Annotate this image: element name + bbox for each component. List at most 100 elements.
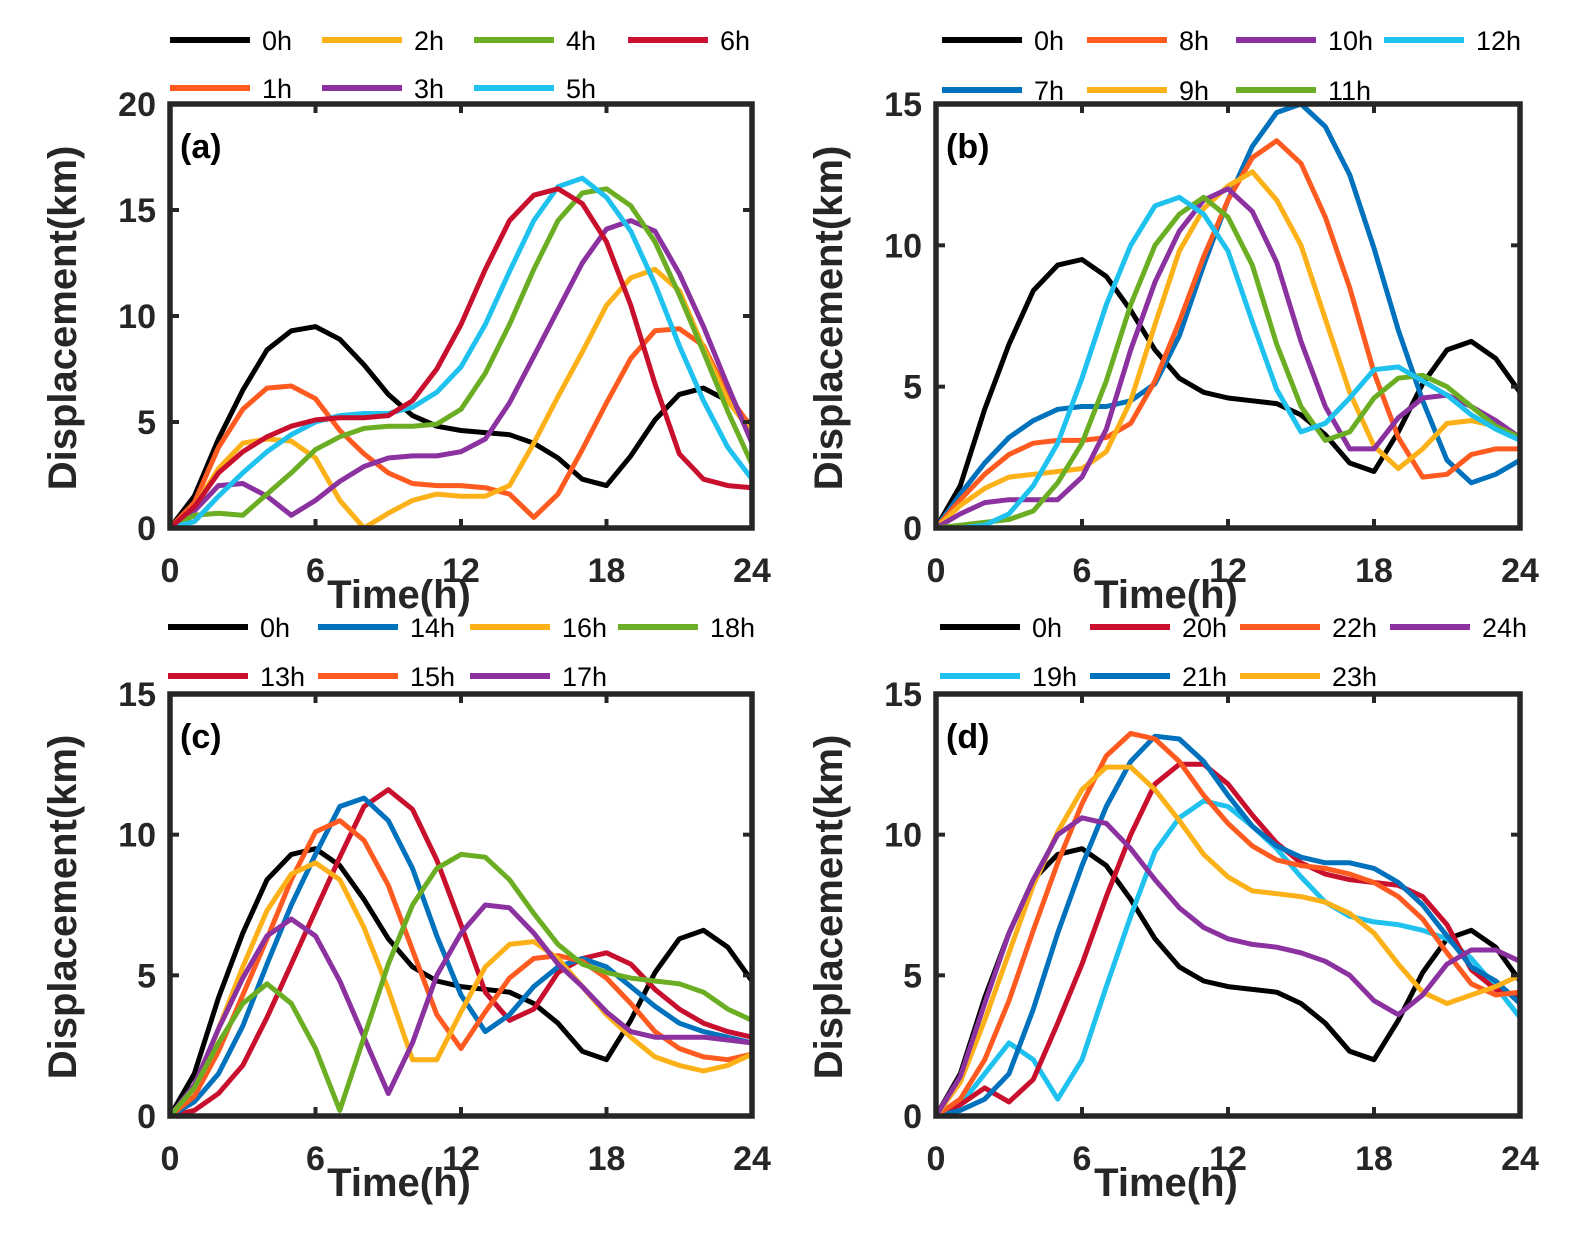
y-tick-label: 20	[118, 86, 156, 124]
x-tick-label: 0	[927, 1140, 946, 1178]
series-group	[167, 787, 755, 1119]
x-tick-label: 6	[306, 552, 325, 590]
x-axis-label: Time(h)	[1094, 573, 1238, 617]
x-tick-label: 18	[1355, 1140, 1393, 1178]
series-line-18h	[167, 851, 755, 1119]
series-line-0h	[167, 846, 755, 1119]
legend-label: 17h	[562, 662, 607, 692]
x-axis-label: Time(h)	[327, 573, 471, 617]
panel-tag: (b)	[946, 128, 989, 166]
y-axis-label: Displacement(km)	[807, 146, 851, 491]
legend: 0h 14h 16h 18h 13h 15h 17h	[168, 613, 755, 692]
legend-item: 6h	[628, 26, 750, 56]
legend-item: 18h	[618, 613, 755, 643]
legend-item: 10h	[1236, 26, 1373, 56]
legend-item: 20h	[1090, 613, 1227, 643]
x-tick-label: 18	[588, 1140, 626, 1178]
legend-item: 15h	[318, 662, 455, 692]
series-line-15h	[167, 818, 755, 1119]
legend-item: 9h	[1087, 76, 1209, 106]
y-tick-label: 15	[884, 676, 922, 714]
legend-label: 8h	[1179, 26, 1209, 56]
series-line-17h	[167, 902, 755, 1119]
series-group	[933, 730, 1523, 1119]
y-tick-label: 10	[118, 298, 156, 336]
legend-label: 11h	[1328, 76, 1371, 106]
series-line-16h	[167, 860, 755, 1119]
legend-label: 5h	[566, 74, 596, 104]
x-tick-label: 18	[1355, 552, 1393, 590]
legend-item: 16h	[470, 613, 607, 643]
series-line-13h	[167, 787, 755, 1119]
legend-item: 8h	[1087, 26, 1209, 56]
y-tick-label: 5	[903, 369, 922, 407]
legend-item: 24h	[1390, 613, 1527, 643]
series-line-12h	[933, 194, 1523, 531]
legend: 0h 2h 4h 6h 1h 3h 5h	[170, 26, 750, 104]
legend-item: 23h	[1240, 662, 1377, 692]
y-axis-label: Displacement(km)	[807, 735, 851, 1080]
legend-label: 0h	[1032, 613, 1062, 643]
series-line-4h	[167, 186, 755, 531]
x-tick-label: 0	[927, 552, 946, 590]
panel-tag: (a)	[180, 128, 222, 166]
x-tick-label: 18	[588, 552, 626, 590]
legend-label: 21h	[1182, 662, 1227, 692]
series-line-8h	[933, 138, 1523, 531]
legend-label: 4h	[566, 26, 596, 56]
x-tick-label: 12	[1209, 1140, 1247, 1178]
legend-item: 2h	[322, 26, 444, 56]
y-tick-label: 15	[118, 676, 156, 714]
y-tick-label: 0	[903, 510, 922, 548]
series-line-22h	[933, 730, 1523, 1119]
legend-item: 19h	[940, 662, 1077, 692]
legend-label: 0h	[1034, 26, 1064, 56]
x-tick-label: 0	[161, 552, 180, 590]
x-tick-label: 24	[1501, 552, 1539, 590]
panel-a: 0 6 12 18 24 0 5 10 15 20 Time(h) Displacement(km) (…	[41, 26, 771, 617]
legend-item: 13h	[168, 662, 305, 692]
panel-b: 0 6 12 18 24 0 5 10 15 Time(h) Displacement(km) (b)…	[807, 26, 1539, 617]
axes-frame	[167, 101, 755, 531]
legend-label: 23h	[1332, 662, 1377, 692]
legend-label: 19h	[1032, 662, 1077, 692]
legend-item: 1h	[170, 74, 292, 104]
legend-item: 21h	[1090, 662, 1227, 692]
x-tick-label: 6	[1073, 1140, 1092, 1178]
legend-label: 6h	[720, 26, 750, 56]
series-group	[933, 101, 1523, 531]
legend-item: 12h	[1384, 26, 1521, 56]
x-tick-label: 24	[733, 552, 771, 590]
legend-item: 5h	[474, 74, 596, 104]
legend-item: 17h	[470, 662, 607, 692]
legend-label: 12h	[1476, 26, 1521, 56]
series-line-10h	[933, 186, 1523, 531]
legend: 0h 8h 10h 12h 7h 9h 11h	[942, 26, 1521, 106]
legend-item: 3h	[322, 74, 444, 104]
series-line-1h	[167, 326, 755, 531]
legend-item: 4h	[474, 26, 596, 56]
legend-label: 0h	[262, 26, 292, 56]
legend-label: 7h	[1034, 76, 1064, 106]
series-line-11h	[933, 194, 1523, 531]
legend-item: 0h	[170, 26, 292, 56]
y-tick-label: 10	[884, 227, 922, 265]
y-tick-label: 0	[137, 1098, 156, 1136]
legend-item: 0h	[940, 613, 1062, 643]
legend-label: 15h	[410, 662, 455, 692]
legend-label: 14h	[410, 613, 455, 643]
legend-label: 24h	[1482, 613, 1527, 643]
y-axis-label: Displacement(km)	[41, 146, 85, 491]
series-line-9h	[933, 169, 1523, 531]
y-tick-label: 0	[137, 510, 156, 548]
legend-label: 9h	[1179, 76, 1209, 106]
x-tick-label: 24	[1501, 1140, 1539, 1178]
y-axis-label: Displacement(km)	[41, 735, 85, 1080]
y-tick-label: 5	[137, 957, 156, 995]
x-tick-label: 6	[1073, 552, 1092, 590]
y-tick-label: 0	[903, 1098, 922, 1136]
series-line-24h	[933, 815, 1523, 1119]
panel-c: 0 6 12 18 24 0 5 10 15 Time(h) Displacement(km) (c)…	[41, 613, 771, 1205]
legend-label: 20h	[1182, 613, 1227, 643]
